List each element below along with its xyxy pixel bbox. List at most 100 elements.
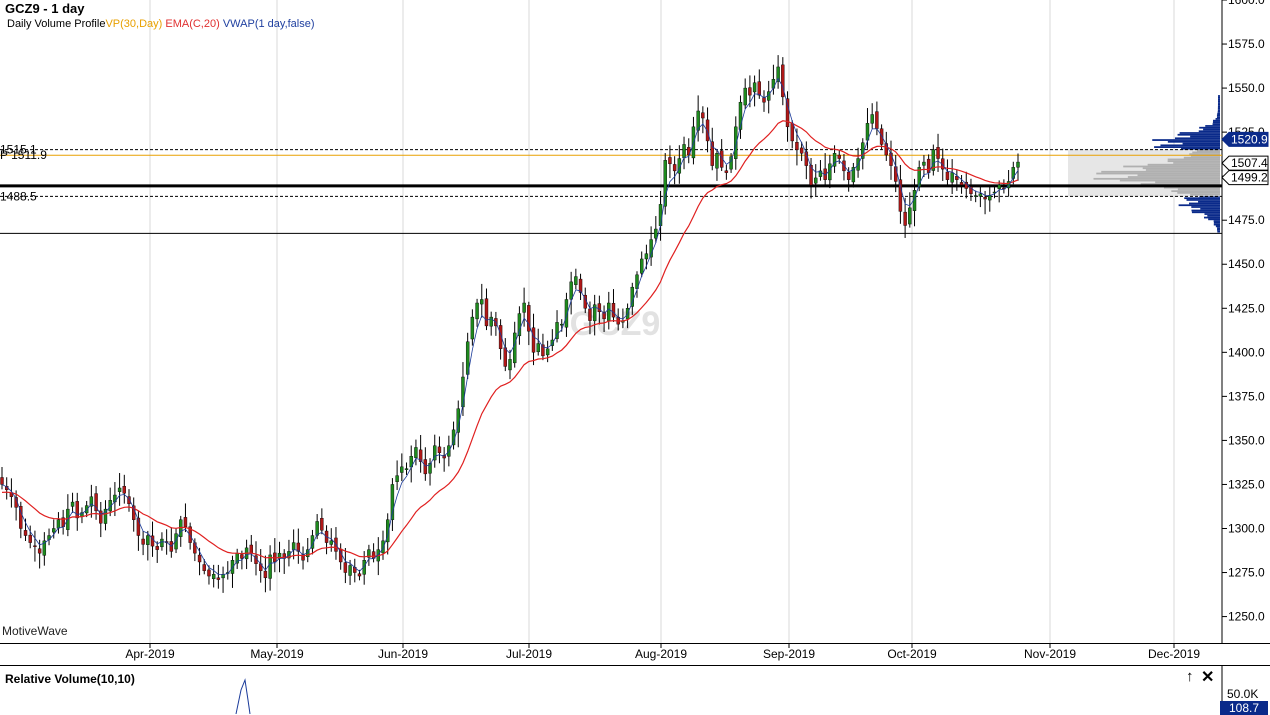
candle-body xyxy=(19,506,23,529)
candle-body xyxy=(908,207,912,225)
volume-profile-bin xyxy=(1213,119,1220,122)
legend-ema[interactable]: EMA(C,20) xyxy=(165,18,220,30)
volume-profile-bin xyxy=(1217,96,1220,99)
candle-body xyxy=(762,97,766,103)
legend-vp[interactable]: VP(30,Day) xyxy=(105,18,163,30)
volume-profile-bin xyxy=(1217,109,1220,111)
candle-body xyxy=(202,564,206,571)
candle-body xyxy=(776,66,780,82)
candle-body xyxy=(33,545,37,547)
candle-body xyxy=(978,193,983,197)
candle-body xyxy=(400,466,404,473)
candle-body xyxy=(0,477,4,485)
candle-body xyxy=(644,253,649,260)
x-tick-label: Nov-2019 xyxy=(1024,647,1076,661)
volume-profile xyxy=(1068,95,1220,233)
price-level-label: 1515.1 xyxy=(0,143,37,157)
candle-body xyxy=(103,508,108,524)
close-icon[interactable]: ✕ xyxy=(1201,669,1215,686)
volume-profile-bin xyxy=(1217,100,1220,103)
candle-body xyxy=(719,150,724,168)
candle-body xyxy=(757,81,761,96)
candle-body xyxy=(146,535,150,545)
arrow-up-icon[interactable]: ↑ xyxy=(1186,668,1194,685)
candle-body xyxy=(127,496,131,505)
volume-profile-bin xyxy=(1147,163,1220,166)
candle-body xyxy=(508,359,512,371)
candle-body xyxy=(611,303,616,318)
candle-body xyxy=(183,517,188,527)
volume-profile-bin xyxy=(1217,112,1220,115)
candle-body xyxy=(729,156,733,170)
candle-body xyxy=(640,258,644,274)
axis-badge-label: 1520.9 xyxy=(1231,132,1268,146)
candle-body xyxy=(174,533,178,550)
candle-body xyxy=(1006,181,1011,189)
volume-profile-bin xyxy=(1142,167,1220,170)
volume-profile-bin xyxy=(1145,169,1220,171)
volume-profile-bin xyxy=(1189,153,1220,156)
x-tick-label: Oct-2019 xyxy=(887,647,937,661)
candle-body xyxy=(654,228,658,239)
candle-body xyxy=(658,204,663,226)
candle-body xyxy=(536,343,540,353)
candle-body xyxy=(503,347,507,367)
candle-body xyxy=(296,542,301,552)
volume-profile-bin xyxy=(1203,128,1220,131)
candle-body xyxy=(701,112,705,119)
candle-body xyxy=(734,126,738,159)
volume-profile-bin xyxy=(1190,193,1220,196)
vwap-line xyxy=(1,77,1019,576)
volume-profile-bin xyxy=(1200,207,1220,210)
legend-volume-profile[interactable]: Daily Volume Profile xyxy=(7,18,106,30)
candle-body xyxy=(917,167,921,188)
candle-body xyxy=(56,519,61,529)
candle-body xyxy=(461,376,465,408)
volume-profile-bin xyxy=(1177,133,1220,136)
candles xyxy=(0,55,1020,593)
volume-profile-bin xyxy=(1191,206,1220,208)
candle-body xyxy=(531,327,536,353)
x-tick-label: Sep-2019 xyxy=(763,647,815,661)
candle-body xyxy=(809,164,813,186)
y-tick-label: 1475.0 xyxy=(1228,213,1265,227)
candle-body xyxy=(560,323,564,326)
volume-profile-bin xyxy=(1093,177,1220,180)
candle-body xyxy=(75,501,79,519)
axis-price-badge: 1520.9 xyxy=(1221,131,1269,147)
volume-profile-bin xyxy=(1173,162,1220,164)
volume-profile-bin xyxy=(1190,155,1220,157)
candle-body xyxy=(771,79,776,89)
candle-body xyxy=(828,163,832,181)
candle-body xyxy=(950,172,954,183)
candle-body xyxy=(433,445,437,461)
candle-body xyxy=(489,316,493,327)
candle-body xyxy=(668,157,672,165)
candle-body xyxy=(875,111,879,129)
candle-body xyxy=(592,304,597,322)
candle-body xyxy=(715,153,719,169)
y-tick-label: 1350.0 xyxy=(1228,433,1265,447)
candle-body xyxy=(837,154,841,159)
candle-body xyxy=(428,463,432,474)
candle-body xyxy=(94,493,98,512)
volume-profile-bin xyxy=(1213,223,1220,226)
volume-profile-bin xyxy=(1217,95,1220,97)
candle-body xyxy=(738,101,743,130)
candle-body xyxy=(748,87,752,96)
volume-profile-bin xyxy=(1123,165,1220,168)
volume-profile-bin xyxy=(1196,149,1220,152)
y-tick-label: 1425.0 xyxy=(1228,301,1265,315)
candle-body xyxy=(249,544,253,554)
volume-profile-bin xyxy=(1167,160,1220,163)
candle-body xyxy=(743,87,747,106)
volume-profile-bin xyxy=(1191,211,1220,214)
volume-profile-bin xyxy=(1217,227,1220,230)
y-tick-label: 1450.0 xyxy=(1228,257,1265,271)
relative-volume-axis-label: 50.0K xyxy=(1227,687,1259,701)
y-tick-label: 1600.0 xyxy=(1228,0,1265,7)
candle-body xyxy=(442,455,446,459)
legend-vwap[interactable]: VWAP(1 day,false) xyxy=(222,18,315,30)
candle-body xyxy=(799,147,804,154)
